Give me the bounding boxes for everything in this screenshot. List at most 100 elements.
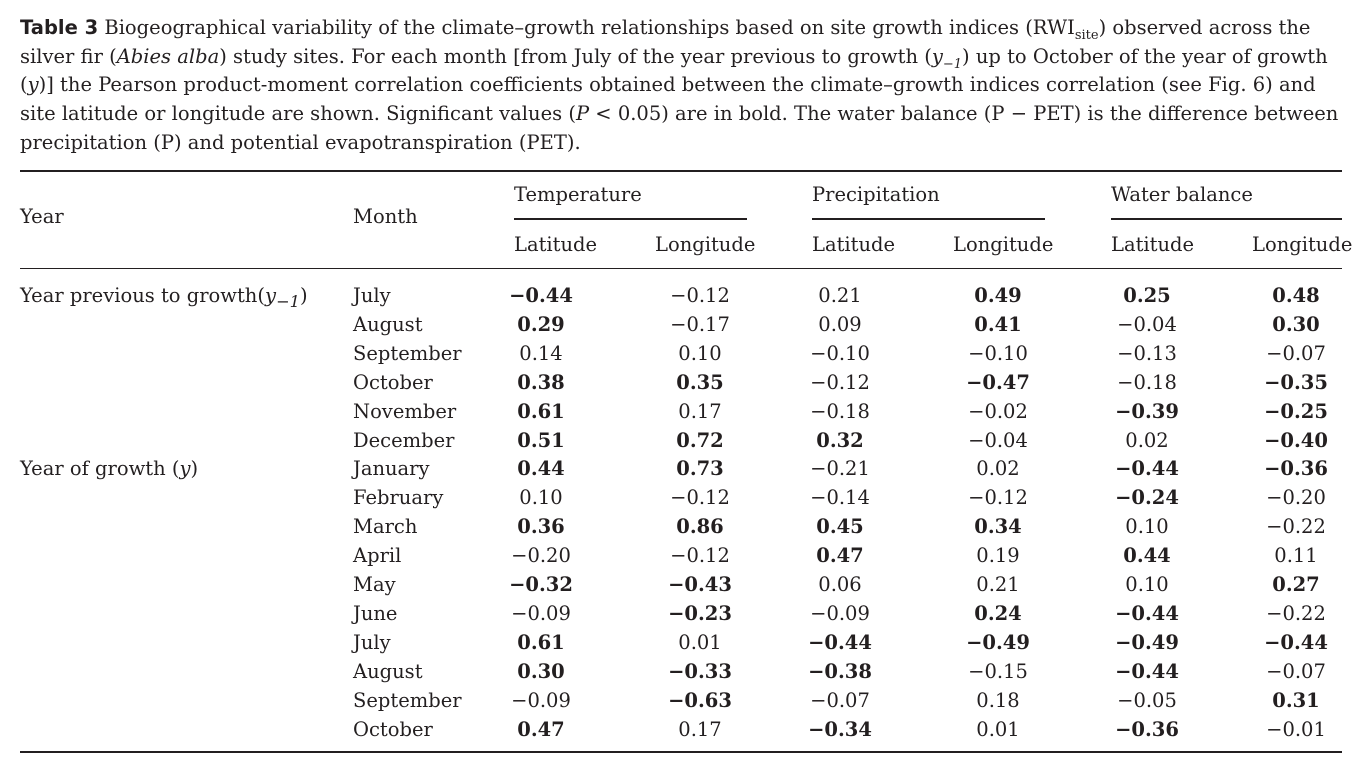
table-cell: 0.51 — [517, 428, 565, 452]
header-water-balance-latitude: Latitude — [1111, 233, 1195, 256]
table-cell: −0.09 — [810, 601, 870, 625]
table-cell: −0.44 — [509, 284, 573, 307]
table-cell: −0.04 — [968, 428, 1028, 452]
text-segment: y — [264, 284, 277, 307]
table-cell: −0.22 — [1266, 515, 1326, 539]
table-bottom-rule — [20, 751, 1342, 753]
table-cell: −0.36 — [1115, 717, 1179, 741]
month-label: April — [353, 544, 402, 568]
table-cell: −0.23 — [668, 601, 732, 625]
table-cell: 0.31 — [1272, 688, 1320, 712]
table-cell: 0.34 — [974, 515, 1022, 539]
table-cell: 0.21 — [818, 284, 862, 307]
table-cell: 0.27 — [1272, 573, 1320, 596]
text-segment: ) study sites. For each month [from July… — [219, 44, 932, 68]
month-label: May — [353, 573, 396, 596]
table-cell: −0.43 — [668, 573, 732, 596]
table-cell: −0.12 — [670, 486, 730, 510]
table-cell: 0.17 — [678, 399, 722, 423]
text-segment: y — [931, 44, 943, 68]
table-cell: −0.14 — [810, 486, 870, 510]
table-cell: 0.11 — [1274, 544, 1318, 568]
month-label: August — [353, 312, 423, 336]
table-cell: 0.48 — [1272, 284, 1320, 307]
month-label: August — [353, 659, 423, 683]
table-cell: 0.41 — [974, 312, 1022, 336]
table-label: Table 3 — [20, 16, 99, 39]
table-cell: −0.12 — [810, 370, 870, 394]
table-cell: −0.13 — [1117, 341, 1177, 365]
table-cell: 0.02 — [1125, 428, 1169, 452]
table-cell: 0.02 — [976, 457, 1020, 481]
table-cell: −0.44 — [1115, 659, 1179, 683]
table-cell: −0.20 — [511, 544, 571, 568]
table-cell: −0.25 — [1264, 399, 1328, 423]
table-cell: 0.47 — [517, 717, 565, 741]
table-cell: 0.10 — [1125, 515, 1169, 539]
month-label: July — [353, 284, 391, 307]
header-water-balance-longitude: Longitude — [1252, 233, 1353, 256]
precipitation-group-rule — [812, 218, 1045, 220]
text-segment: Abies alba — [116, 44, 220, 68]
header-temperature-latitude: Latitude — [514, 233, 598, 256]
month-label: October — [353, 717, 433, 741]
table-cell: −0.33 — [668, 659, 732, 683]
table-header-rule — [20, 268, 1342, 269]
table-cell: −0.07 — [1266, 659, 1326, 683]
month-label: February — [353, 486, 444, 510]
table-cell: −0.21 — [810, 457, 870, 481]
table-cell: −0.02 — [968, 399, 1028, 423]
table-cell: 0.44 — [1123, 544, 1171, 568]
table-cell: −0.44 — [808, 630, 872, 654]
table-cell: −0.40 — [1264, 428, 1328, 452]
text-segment: P — [575, 102, 590, 126]
temperature-group-rule — [514, 218, 747, 220]
table-cell: 0.14 — [519, 341, 563, 365]
table-cell: 0.29 — [517, 312, 565, 336]
table-cell: 0.36 — [517, 515, 565, 539]
table-cell: −0.01 — [1266, 717, 1326, 741]
table-cell: −0.07 — [1266, 341, 1326, 365]
table-cell: 0.32 — [816, 428, 864, 452]
table-cell: 0.01 — [678, 630, 722, 654]
year-group-label: Year of growth (y) — [20, 457, 198, 481]
table-cell: 0.44 — [517, 457, 565, 481]
text-segment: Year of growth ( — [20, 457, 180, 481]
table-cell: −0.22 — [1266, 601, 1326, 625]
table-cell: −0.09 — [511, 688, 571, 712]
table-cell: −0.10 — [810, 341, 870, 365]
text-segment: ) observed across the silver fir ( — [20, 16, 1311, 68]
table-cell: 0.45 — [816, 515, 864, 539]
table-cell: 0.86 — [676, 515, 724, 539]
text-segment: y — [27, 73, 39, 97]
subscript: −1 — [942, 56, 963, 72]
header-precipitation-latitude: Latitude — [812, 233, 896, 256]
table-cell: 0.35 — [676, 370, 724, 394]
table-cell: −0.38 — [808, 659, 872, 683]
table-cell: 0.06 — [818, 573, 862, 596]
table-cell: −0.36 — [1264, 457, 1328, 481]
month-label: March — [353, 515, 418, 539]
month-label: July — [353, 630, 391, 654]
table-cell: −0.20 — [1266, 486, 1326, 510]
text-segment: Year previous to growth( — [20, 284, 265, 307]
table-cell: −0.15 — [968, 659, 1028, 683]
table-cell: −0.12 — [670, 284, 730, 307]
table-cell: −0.44 — [1115, 457, 1179, 481]
table-cell: −0.05 — [1117, 688, 1177, 712]
table-cell: −0.63 — [668, 688, 732, 712]
table-cell: −0.44 — [1264, 630, 1328, 654]
table-cell: −0.10 — [968, 341, 1028, 365]
text-segment: < 0.05) are in bold. The water balance (… — [20, 102, 1339, 154]
table-cell: 0.30 — [517, 659, 565, 683]
table-cell: 0.30 — [1272, 312, 1320, 336]
subscript: site — [1074, 27, 1099, 43]
month-label: January — [353, 457, 430, 481]
table-caption: Table 3 Biogeographical variability of t… — [20, 14, 1355, 158]
table-cell: 0.38 — [517, 370, 565, 394]
header-temperature: Temperature — [514, 183, 642, 206]
subscript: −1 — [276, 291, 300, 311]
table-cell: 0.10 — [1125, 573, 1169, 596]
table-cell: 0.17 — [678, 717, 722, 741]
table-cell: 0.01 — [976, 717, 1020, 741]
